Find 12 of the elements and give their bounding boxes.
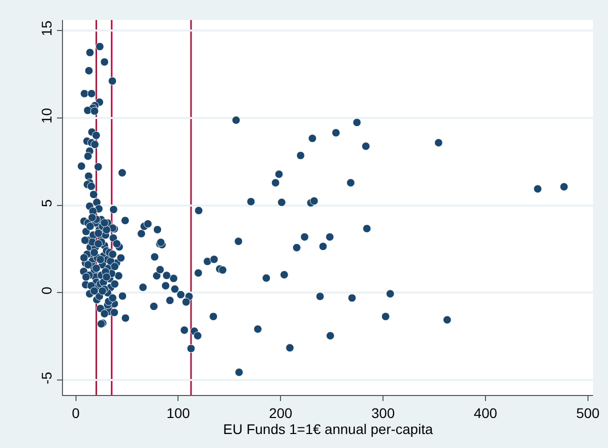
x-tick-label: 300 — [371, 404, 395, 421]
x-tick-label: 100 — [166, 404, 190, 421]
y-tick-label: 10 — [38, 108, 54, 124]
x-axis-title: EU Funds 1=1€ annual per-capita — [223, 420, 434, 437]
x-tick-label: 400 — [474, 404, 498, 421]
y-tick-label: 15 — [38, 20, 54, 36]
y-tick-label: 5 — [38, 199, 54, 208]
x-tick-label: 200 — [268, 404, 293, 421]
y-tick-label: -5 — [38, 372, 54, 384]
x-tick-label: 0 — [72, 404, 80, 421]
x-tick-label: 500 — [576, 404, 600, 421]
y-tick-label: 0 — [38, 286, 54, 295]
